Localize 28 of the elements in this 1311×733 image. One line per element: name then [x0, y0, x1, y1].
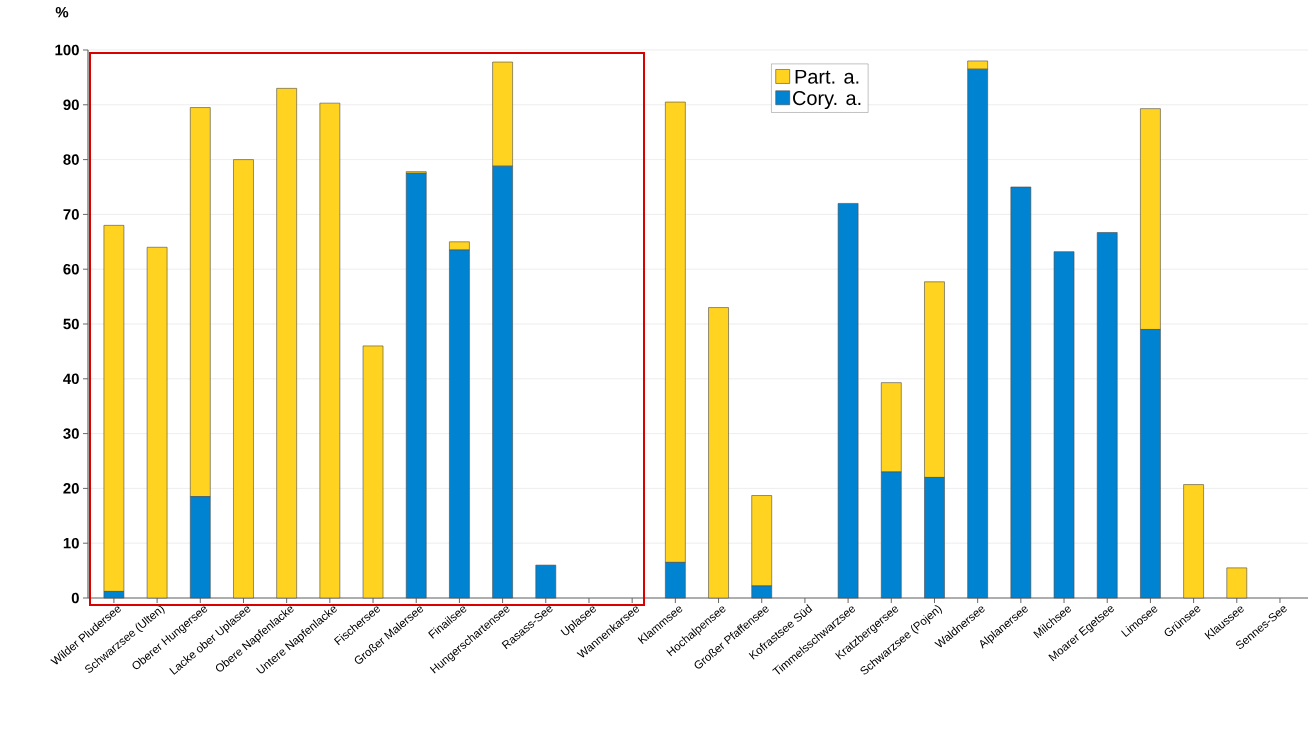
bar [233, 159, 254, 599]
bar [319, 102, 341, 599]
y-tick-label: 40 [63, 373, 79, 385]
y-tick-label: 80 [63, 154, 79, 165]
legend-label: Cory. a. [793, 91, 861, 110]
bar [1096, 232, 1118, 599]
bar [146, 246, 168, 599]
legend-label: Part. a. [795, 69, 859, 84]
bar [405, 172, 427, 599]
y-tick-label: 90 [63, 99, 79, 111]
bar [837, 203, 859, 599]
y-tick-label: 70 [63, 209, 79, 220]
y-axis-title: % [55, 6, 69, 18]
bar [535, 564, 557, 599]
bar [708, 307, 729, 599]
y-tick-label: 0 [71, 592, 79, 604]
bar [1183, 484, 1204, 599]
y-tick-label: 10 [63, 537, 79, 549]
bar [362, 345, 384, 599]
y-tick-label: 20 [63, 483, 79, 494]
bar [1053, 251, 1075, 599]
y-tick-label: 50 [63, 318, 79, 330]
y-tick-label: 100 [55, 44, 79, 56]
y-tick-label: 30 [63, 428, 79, 439]
y-tick-label: 60 [63, 263, 79, 275]
bar [1226, 567, 1248, 599]
bar [1010, 186, 1032, 599]
bar [276, 88, 297, 599]
